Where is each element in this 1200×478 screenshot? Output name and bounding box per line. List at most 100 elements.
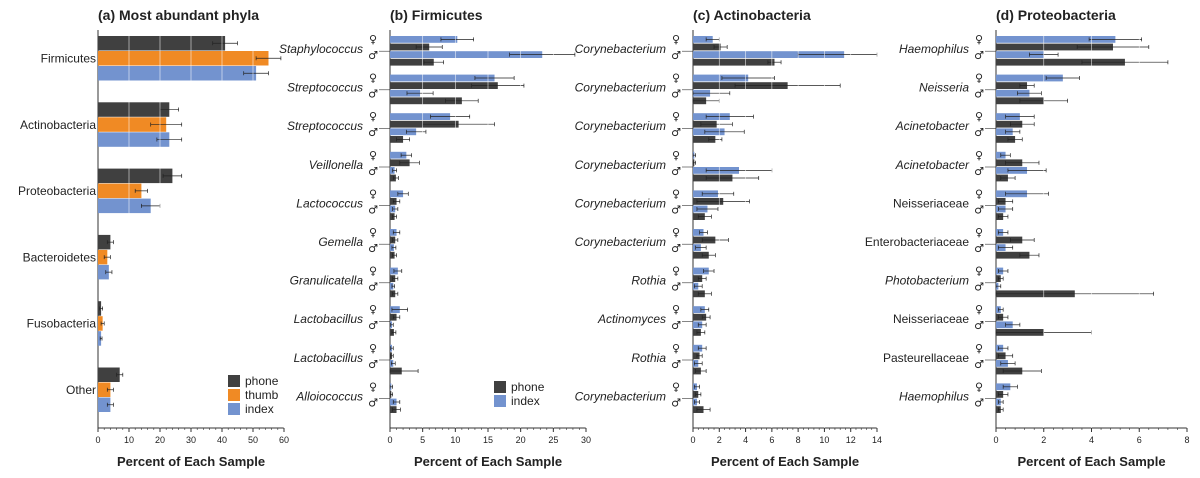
bar-female-index	[996, 74, 1063, 82]
female-symbol: ♀	[672, 33, 680, 46]
legend-swatch-phone	[228, 375, 240, 387]
category-label: Corynebacterium	[575, 235, 666, 249]
male-symbol: ♂	[974, 242, 984, 255]
female-symbol: ♀	[672, 342, 680, 355]
x-axis-label: Percent of Each Sample	[414, 454, 562, 469]
male-symbol: ♂	[671, 319, 681, 332]
male-symbol: ♂	[368, 49, 378, 62]
female-symbol: ♀	[369, 149, 377, 162]
category-label: Corynebacterium	[575, 196, 666, 210]
bar-female-phone	[390, 43, 430, 51]
category-label: Corynebacterium	[575, 42, 666, 56]
bar-male-phone	[693, 251, 709, 259]
category-label: Actinomyces	[597, 312, 666, 326]
bar-phone	[98, 234, 111, 250]
panel-d: 0 2 4 6 8 (d) Proteobacteria Percent of Each S…	[865, 7, 1190, 469]
bar-female-phone	[693, 275, 703, 282]
bar-female-index	[693, 74, 749, 82]
category-label: Acinetobacter	[895, 158, 970, 172]
legend-swatch-thumb	[228, 389, 240, 401]
male-symbol: ♂	[671, 396, 681, 409]
male-symbol: ♂	[671, 203, 681, 216]
category-label: Lactococcus	[296, 196, 363, 210]
bar-male-index	[693, 51, 845, 58]
bar-male-index	[996, 51, 1044, 58]
bar-index	[98, 66, 257, 81]
male-symbol: ♂	[974, 396, 984, 409]
category-label: Bacteroidetes	[23, 250, 96, 264]
bar-female-index	[390, 74, 495, 82]
male-symbol: ♂	[368, 242, 378, 255]
x-tick-label: 10	[124, 435, 134, 445]
category-label: Corynebacterium	[575, 158, 666, 172]
category-label: Actinobacteria	[20, 118, 96, 132]
bar-female-phone	[996, 120, 1023, 128]
category-label: Enterobacteriaceae	[865, 235, 969, 249]
male-symbol: ♂	[974, 203, 984, 216]
legend-label: phone	[511, 380, 545, 394]
female-symbol: ♀	[369, 226, 377, 239]
male-symbol: ♂	[974, 281, 984, 294]
bar-male-index	[693, 321, 703, 329]
legend-swatch-index	[494, 395, 506, 407]
male-symbol: ♂	[671, 358, 681, 371]
female-symbol: ♀	[369, 303, 377, 316]
bar-index	[98, 132, 170, 147]
male-symbol: ♂	[974, 319, 984, 332]
female-symbol: ♀	[672, 226, 680, 239]
bar-index	[98, 331, 102, 346]
bar-male-phone	[390, 58, 434, 66]
male-symbol: ♂	[671, 126, 681, 139]
female-symbol: ♀	[672, 303, 680, 316]
female-symbol: ♀	[672, 187, 680, 200]
category-label: Pasteurellaceae	[883, 351, 969, 365]
female-symbol: ♀	[975, 303, 983, 316]
category-label: Alloiococcus	[295, 389, 363, 403]
x-tick-label: 0	[690, 435, 695, 445]
bar-female-index	[390, 151, 407, 159]
male-symbol: ♂	[368, 358, 378, 371]
category-label: Other	[66, 383, 96, 397]
bar-phone	[98, 102, 170, 117]
female-symbol: ♀	[369, 380, 377, 393]
category-label: Veillonella	[309, 158, 364, 172]
panel-b: 0 5 10 15 20 25 30 (b) Firmicutes Percent of Eac…	[279, 7, 591, 469]
bar-thumb	[98, 316, 103, 331]
bar-phone	[98, 36, 226, 51]
male-symbol: ♂	[671, 88, 681, 101]
category-label: Granulicatella	[290, 274, 364, 288]
bar-phone	[98, 367, 120, 382]
female-symbol: ♀	[975, 226, 983, 239]
x-tick-label: 14	[872, 435, 882, 445]
female-symbol: ♀	[369, 72, 377, 85]
category-label: Neisseriaceae	[893, 312, 969, 326]
female-symbol: ♀	[975, 72, 983, 85]
legend-label: index	[245, 402, 274, 416]
male-symbol: ♂	[974, 358, 984, 371]
bar-male-index	[996, 128, 1013, 136]
bar-female-phone	[390, 82, 498, 89]
category-label: Staphylococcus	[279, 42, 363, 56]
bar-male-phone	[996, 251, 1030, 259]
bar-female-phone	[693, 352, 700, 360]
female-symbol: ♀	[975, 110, 983, 123]
x-tick-label: 50	[248, 435, 258, 445]
bar-index	[98, 397, 111, 412]
bar-thumb	[98, 183, 142, 199]
bar-female-index	[693, 344, 703, 352]
category-label: Lactobacillus	[294, 351, 363, 365]
female-symbol: ♀	[672, 110, 680, 123]
x-tick-label: 6	[769, 435, 774, 445]
x-tick-label: 2	[717, 435, 722, 445]
male-symbol: ♂	[974, 88, 984, 101]
category-label: Corynebacterium	[575, 119, 666, 133]
category-label: Rothia	[631, 274, 666, 288]
x-tick-label: 20	[516, 435, 526, 445]
female-symbol: ♀	[369, 265, 377, 278]
female-symbol: ♀	[975, 265, 983, 278]
bar-female-index	[390, 113, 451, 120]
x-tick-label: 20	[155, 435, 165, 445]
female-symbol: ♀	[975, 342, 983, 355]
bar-female-index	[996, 36, 1116, 43]
